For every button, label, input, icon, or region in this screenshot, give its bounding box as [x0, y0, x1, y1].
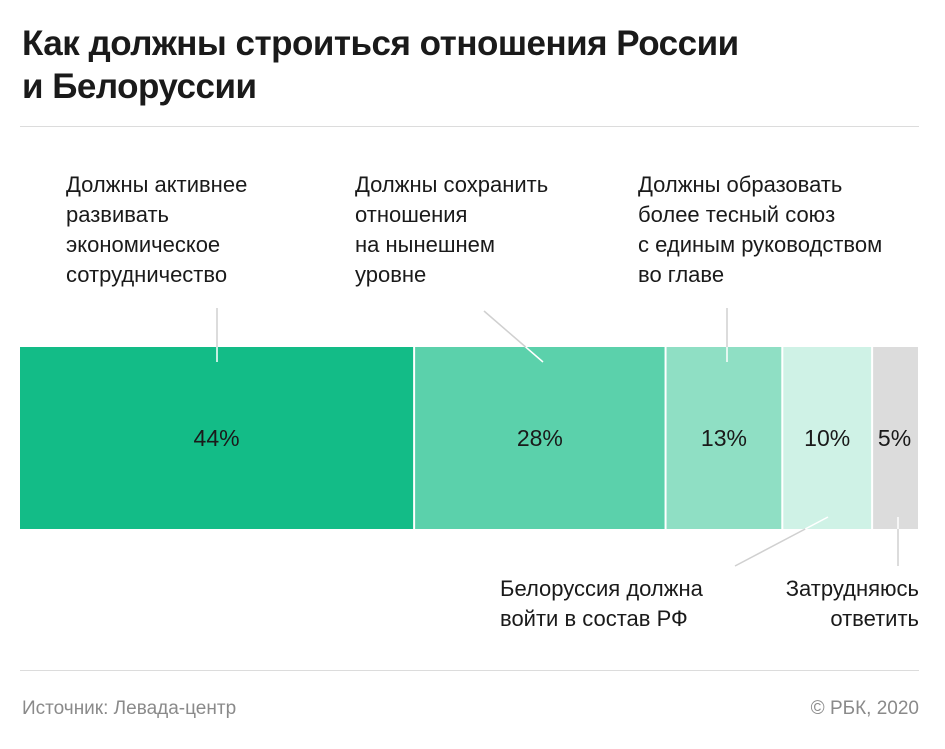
source-note: Источник: Левада-центр — [22, 698, 237, 719]
bar-segment-join-rf — [783, 347, 872, 529]
chart-title-line-2: и Белоруссии — [22, 67, 257, 106]
chart-title-line-1: Как должны строиться отношения России — [22, 24, 739, 63]
value-label-hard-to-say: 5% — [878, 425, 911, 451]
bar-segment-hard-to-say — [873, 347, 918, 529]
category-label-keep-current: Должны сохранить отношения на нынешнем у… — [355, 172, 549, 287]
bar-segment-economic — [20, 347, 414, 529]
category-label-economic: Должны активнее развивать экономическое … — [66, 172, 248, 287]
bar-segment-closer-union — [666, 347, 782, 529]
bottom-divider — [20, 670, 919, 671]
bar-segment-keep-current — [415, 347, 665, 529]
connector-outer-join-rf — [734, 528, 806, 567]
value-label-keep-current: 28% — [517, 425, 563, 451]
category-label-closer-union: Должны образовать более тесный союз с ед… — [638, 172, 883, 287]
connector-outer-keep-current — [483, 310, 527, 348]
value-label-economic: 44% — [194, 425, 240, 451]
chart-title: Как должны строиться отношения России и … — [22, 22, 922, 108]
value-label-closer-union: 13% — [701, 425, 747, 451]
top-divider — [20, 126, 919, 127]
value-label-join-rf: 10% — [804, 425, 850, 451]
category-label-hard-to-say: Затрудняюсь ответить — [785, 576, 919, 631]
category-label-join-rf: Белоруссия должна войти в состав РФ — [500, 576, 703, 631]
copyright-note: © РБК, 2020 — [810, 698, 919, 719]
